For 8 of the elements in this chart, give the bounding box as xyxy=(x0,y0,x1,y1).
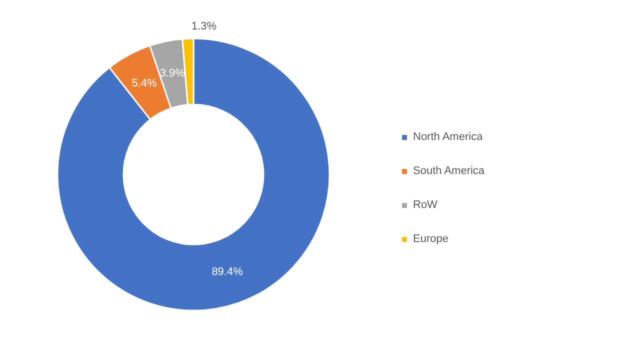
legend-label: North America xyxy=(413,131,483,143)
data-label: 1.3% xyxy=(191,20,217,33)
legend-label: RoW xyxy=(413,199,438,211)
data-label: 89.4% xyxy=(212,266,244,278)
data-label: 3.9% xyxy=(160,67,186,80)
legend-label: Europe xyxy=(413,233,448,245)
data-label: 5.4% xyxy=(132,78,158,90)
legend-label: South America xyxy=(413,165,485,177)
